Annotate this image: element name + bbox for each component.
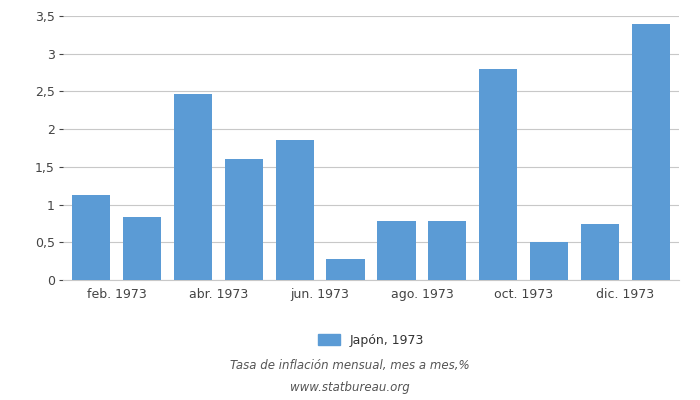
Bar	[122, 217, 161, 280]
Bar	[326, 259, 365, 280]
Bar	[174, 94, 212, 280]
Bar	[377, 221, 416, 280]
Bar	[530, 242, 568, 280]
Bar	[72, 195, 110, 280]
Bar	[480, 69, 517, 280]
Bar	[225, 158, 262, 280]
Legend: Japón, 1973: Japón, 1973	[318, 334, 424, 347]
Text: www.statbureau.org: www.statbureau.org	[290, 382, 410, 394]
Text: Tasa de inflación mensual, mes a mes,%: Tasa de inflación mensual, mes a mes,%	[230, 360, 470, 372]
Bar	[581, 224, 620, 280]
Bar	[276, 140, 314, 280]
Bar	[632, 24, 670, 280]
Bar	[428, 221, 466, 280]
